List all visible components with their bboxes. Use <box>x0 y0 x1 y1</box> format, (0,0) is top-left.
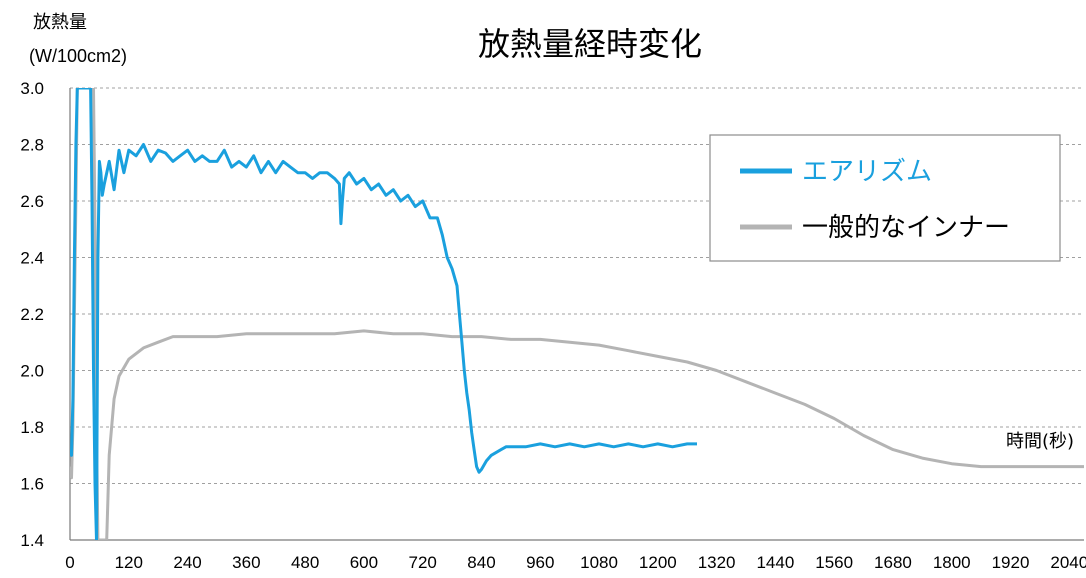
x-tick-label: 960 <box>526 553 554 572</box>
y-axis-unit: (W/100cm2) <box>29 46 127 66</box>
x-tick-label: 1200 <box>639 553 677 572</box>
x-tick-label: 720 <box>409 553 437 572</box>
series-line-airism <box>70 88 697 540</box>
legend: エアリズム 一般的なインナー <box>709 134 1061 262</box>
series-line-general-inner <box>70 88 1084 540</box>
x-tick-labels: 0 120 240 360 480 600 720 840 960 1080 1200 1320 144… <box>65 553 1086 572</box>
x-tick-label: 1320 <box>698 553 736 572</box>
series-lines <box>70 88 1084 540</box>
axes <box>69 88 1084 541</box>
x-tick-label: 600 <box>350 553 378 572</box>
x-tick-label: 120 <box>115 553 143 572</box>
x-tick-label: 1920 <box>992 553 1030 572</box>
y-tick-label: 2.4 <box>20 249 44 268</box>
x-tick-label: 480 <box>291 553 319 572</box>
legend-label-general-inner: 一般的なインナー <box>802 213 1010 243</box>
x-tick-label: 1080 <box>580 553 618 572</box>
x-tick-label: 1680 <box>874 553 912 572</box>
grid <box>70 87 1084 484</box>
legend-label-airism: エアリズム <box>802 157 932 187</box>
x-tick-label: 1800 <box>933 553 971 572</box>
y-tick-label: 2.0 <box>20 362 44 381</box>
x-tick-label: 240 <box>173 553 201 572</box>
x-tick-label: 2040 <box>1050 553 1086 572</box>
x-tick-label: 360 <box>232 553 260 572</box>
y-tick-label: 2.8 <box>20 136 44 155</box>
y-axis-label: 放熱量 <box>33 12 87 33</box>
y-tick-label: 1.4 <box>20 531 44 550</box>
x-axis-label: 時間(秒) <box>1006 431 1074 452</box>
y-tick-label: 1.8 <box>20 418 44 437</box>
y-tick-label: 2.2 <box>20 305 44 324</box>
y-tick-label: 2.6 <box>20 192 44 211</box>
x-tick-label: 1440 <box>756 553 794 572</box>
legend-box <box>709 134 1061 262</box>
y-tick-labels: 3.0 2.8 2.6 2.4 2.2 2.0 1.8 1.6 1.4 <box>20 79 44 550</box>
x-tick-label: 0 <box>65 553 74 572</box>
x-tick-label: 840 <box>467 553 495 572</box>
x-tick-label: 1560 <box>815 553 853 572</box>
chart-title: 放熱量経時変化 <box>478 25 702 63</box>
y-tick-label: 1.6 <box>20 475 44 494</box>
y-tick-label: 3.0 <box>20 79 44 98</box>
